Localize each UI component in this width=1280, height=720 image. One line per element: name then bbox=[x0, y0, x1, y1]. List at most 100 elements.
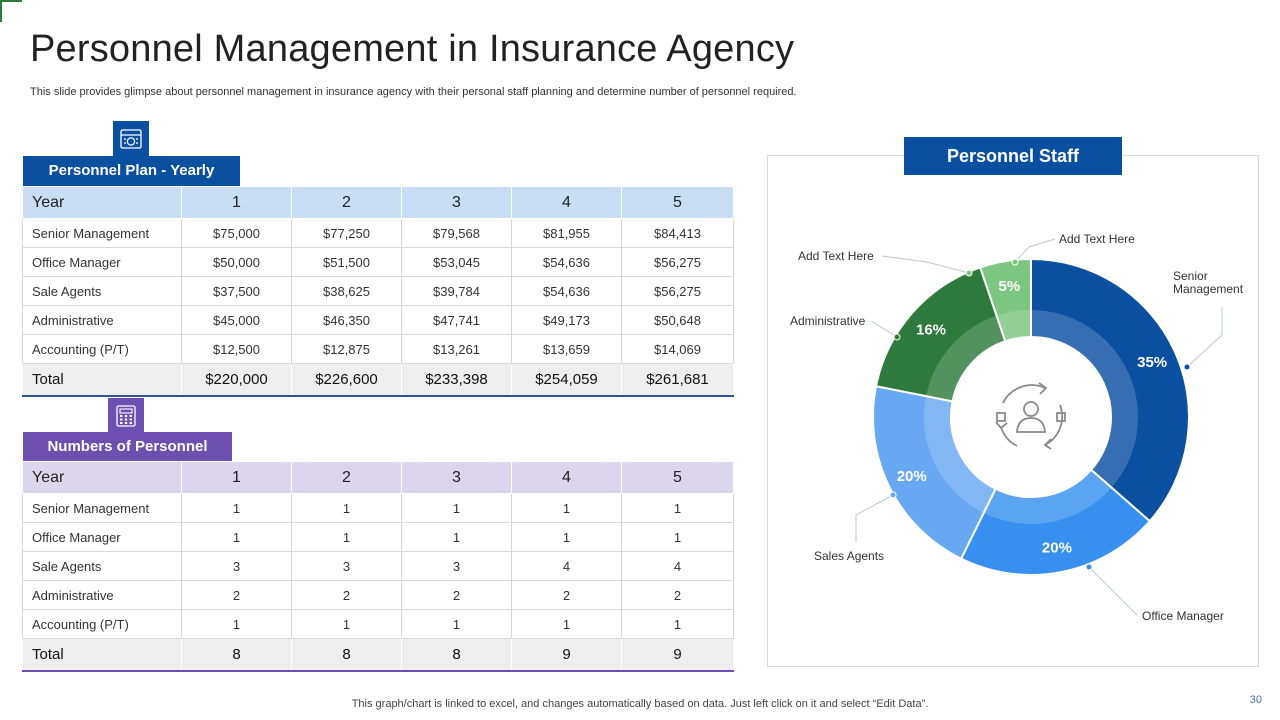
table-cell: $50,648 bbox=[621, 305, 734, 335]
extra-category-label: Add Text Here bbox=[1059, 232, 1135, 246]
table-cell: 8 bbox=[291, 638, 402, 672]
table-cell: 1 bbox=[621, 493, 734, 523]
leader-line bbox=[1014, 238, 1056, 263]
plan-table-label: Personnel Plan - Yearly bbox=[23, 156, 240, 186]
table-cell: $49,173 bbox=[511, 305, 622, 335]
table-cell: 1 bbox=[511, 493, 622, 523]
table-cell: $254,059 bbox=[511, 363, 622, 397]
chart-title: Personnel Staff bbox=[904, 137, 1122, 175]
table-cell: 1 bbox=[181, 522, 292, 552]
people-cycle-icon bbox=[995, 382, 1066, 450]
table-row: Senior Management 1 1 1 1 1 bbox=[22, 493, 734, 523]
table-cell: 3 bbox=[181, 551, 292, 581]
leader-line bbox=[1186, 307, 1223, 368]
table-cell: 1 bbox=[401, 522, 512, 552]
table-cell: 1 bbox=[511, 522, 622, 552]
table-cell: 2 bbox=[621, 580, 734, 610]
table-cell: 8 bbox=[181, 638, 292, 672]
leader-dot bbox=[1011, 258, 1019, 266]
row-label: Office Manager bbox=[22, 247, 182, 277]
table-row: Senior Management $75,000 $77,250 $79,568 $8… bbox=[22, 218, 734, 248]
slice-category-label: Add Text Here bbox=[798, 249, 874, 263]
table-cell: $12,875 bbox=[291, 334, 402, 364]
table-cell: 3 bbox=[401, 551, 512, 581]
table-cell: $77,250 bbox=[291, 218, 402, 248]
donut-slice-senior-management[interactable] bbox=[1030, 257, 1191, 523]
table-cell: $56,275 bbox=[621, 276, 734, 306]
table-cell: 1 bbox=[181, 609, 292, 639]
table-cell: $81,955 bbox=[511, 218, 622, 248]
table-cell: 1 bbox=[621, 522, 734, 552]
table-cell: 1 bbox=[181, 461, 292, 494]
leader-dot bbox=[1085, 563, 1093, 571]
slice-value-label: 5% bbox=[998, 278, 1020, 295]
table-cell: 1 bbox=[401, 609, 512, 639]
page-title: Personnel Management in Insurance Agency bbox=[30, 28, 795, 70]
table-row: Sale Agents 3 3 3 4 4 bbox=[22, 551, 734, 581]
table-cell: 4 bbox=[621, 551, 734, 581]
row-label: Year bbox=[22, 186, 182, 219]
table-cell: 4 bbox=[511, 461, 622, 494]
table-row: Office Manager $50,000 $51,500 $53,045 $54,6… bbox=[22, 247, 734, 277]
table-cell: $233,398 bbox=[401, 363, 512, 397]
slice-value-label: 16% bbox=[916, 321, 946, 338]
leader-dot bbox=[889, 491, 897, 499]
table-cell: $46,350 bbox=[291, 305, 402, 335]
table-cell: 2 bbox=[511, 580, 622, 610]
personnel-plan-table: Year 1 2 3 4 5 Senior Management $75,000 $77,250… bbox=[22, 186, 734, 397]
table-cell: 2 bbox=[291, 186, 402, 219]
table-cell: $12,500 bbox=[181, 334, 292, 364]
table-cell: 1 bbox=[401, 493, 512, 523]
row-label: Total bbox=[22, 638, 182, 672]
table-cell: $39,784 bbox=[401, 276, 512, 306]
row-label: Administrative bbox=[22, 580, 182, 610]
leader-line bbox=[855, 494, 894, 542]
table-cell: 1 bbox=[181, 186, 292, 219]
donut-inner-ring bbox=[1031, 310, 1138, 488]
table-cell: $45,000 bbox=[181, 305, 292, 335]
leader-dot bbox=[893, 333, 901, 341]
row-label: Accounting (P/T) bbox=[22, 334, 182, 364]
table-cell: 3 bbox=[291, 551, 402, 581]
table-cell: 1 bbox=[511, 609, 622, 639]
table-cell: 9 bbox=[621, 638, 734, 672]
table-cell: $13,261 bbox=[401, 334, 512, 364]
slice-value-label: 35% bbox=[1137, 354, 1167, 371]
donut-slice-office-manager[interactable] bbox=[959, 468, 1152, 576]
table-cell: 3 bbox=[401, 186, 512, 219]
row-label: Administrative bbox=[22, 305, 182, 335]
table-cell: 5 bbox=[621, 461, 734, 494]
personnel-count-table: Year 1 2 3 4 5 Senior Management 1 1 1 1 1 Office Ma… bbox=[22, 461, 734, 672]
table-cell: $38,625 bbox=[291, 276, 402, 306]
table-cell: $53,045 bbox=[401, 247, 512, 277]
row-label: Accounting (P/T) bbox=[22, 609, 182, 639]
table-row: Office Manager 1 1 1 1 1 bbox=[22, 522, 734, 552]
slice-category-label: Administrative bbox=[790, 314, 866, 328]
leader-dot bbox=[965, 269, 973, 277]
leader-dot bbox=[1183, 363, 1191, 371]
footer-note: This graph/chart is linked to excel, and… bbox=[351, 698, 929, 710]
table-cell: $261,681 bbox=[621, 363, 734, 397]
table-cell: $51,500 bbox=[291, 247, 402, 277]
table-cell: 1 bbox=[181, 493, 292, 523]
count-table-label: Numbers of Personnel bbox=[23, 432, 232, 462]
table-cell: 9 bbox=[511, 638, 622, 672]
row-label: Sale Agents bbox=[22, 551, 182, 581]
table-cell: $220,000 bbox=[181, 363, 292, 397]
slice-value-label: 20% bbox=[1042, 539, 1072, 556]
table-cell: $56,275 bbox=[621, 247, 734, 277]
table-cell: $79,568 bbox=[401, 218, 512, 248]
table-cell: 2 bbox=[181, 580, 292, 610]
row-label: Year bbox=[22, 461, 182, 494]
table-cell: $54,636 bbox=[511, 247, 622, 277]
table-row: Accounting (P/T) 1 1 1 1 1 bbox=[22, 609, 734, 639]
row-label: Total bbox=[22, 363, 182, 397]
donut-slice-sales-agents[interactable] bbox=[872, 384, 997, 561]
calculator-icon bbox=[108, 398, 144, 434]
leader-line bbox=[1088, 566, 1138, 616]
row-label: Senior Management bbox=[22, 218, 182, 248]
table-cell: 2 bbox=[401, 580, 512, 610]
donut-slice-add-text-here[interactable] bbox=[978, 257, 1032, 343]
slice-value-label: 20% bbox=[897, 468, 927, 485]
table-cell: $75,000 bbox=[181, 218, 292, 248]
